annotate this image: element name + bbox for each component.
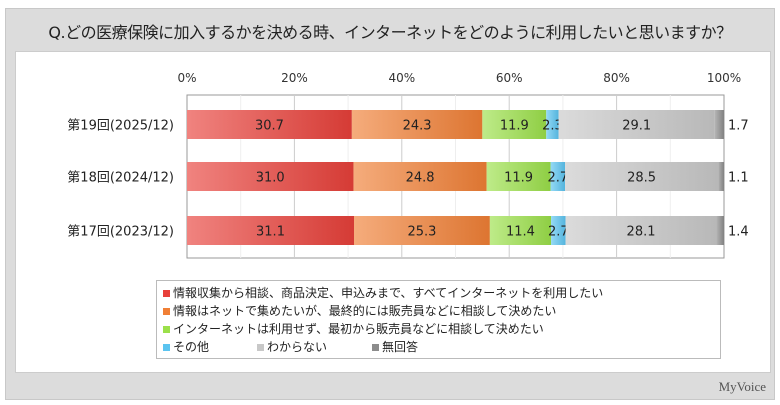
chart-plot: 0% 20% 40% 60% 80% 100% 第19回(2025/12) 30.7 24.3 1… bbox=[67, 71, 749, 259]
data-label: 2.3 bbox=[542, 119, 563, 134]
x-tick-label: 20% bbox=[281, 71, 308, 85]
legend-item: 無回答 bbox=[372, 338, 418, 355]
chart-panel: 0% 20% 40% 60% 80% 100% 第19回(2025/12) 30.7 24.3 1… bbox=[15, 51, 771, 373]
legend-label: インターネットは利用せず、最初から販売員などに相談して決めたい bbox=[173, 322, 544, 336]
bar-segment bbox=[714, 110, 724, 139]
bar-segment bbox=[546, 110, 559, 139]
bar-segment bbox=[354, 216, 490, 245]
data-label: 31.1 bbox=[256, 225, 285, 240]
data-label: 24.8 bbox=[406, 171, 435, 186]
legend-item: 情報収集から相談、商品決定、申込みまで、すべてインターネットを利用したい bbox=[163, 284, 603, 301]
bar-segment bbox=[482, 110, 547, 139]
data-label: 1.1 bbox=[728, 171, 749, 186]
data-label: 29.1 bbox=[622, 119, 651, 134]
legend-item: わからない bbox=[257, 338, 327, 355]
bar-segment bbox=[353, 162, 487, 191]
bar-segment bbox=[551, 216, 566, 245]
bar-segment bbox=[187, 110, 352, 139]
data-label: 1.7 bbox=[728, 119, 749, 134]
bar-segment bbox=[486, 162, 551, 191]
bar-segment bbox=[558, 110, 715, 139]
bar-segment bbox=[565, 216, 717, 245]
bar-segment bbox=[187, 216, 355, 245]
bar-segment bbox=[565, 162, 719, 191]
bar-segment bbox=[718, 162, 724, 191]
data-label: 31.0 bbox=[256, 171, 285, 186]
data-label: 11.9 bbox=[504, 171, 533, 186]
x-tick-label: 60% bbox=[496, 71, 523, 85]
x-tick-label: 0% bbox=[177, 71, 196, 85]
legend-swatch bbox=[163, 290, 170, 297]
legend-swatch bbox=[163, 344, 170, 351]
legend: 情報収集から相談、商品決定、申込みまで、すべてインターネットを利用したい 情報はネ… bbox=[156, 280, 721, 359]
brand-logo: MyVoice bbox=[718, 379, 766, 394]
data-label: 28.1 bbox=[627, 225, 656, 240]
data-label: 2.7 bbox=[548, 225, 569, 240]
legend-swatch bbox=[163, 326, 170, 333]
legend-swatch bbox=[257, 344, 264, 351]
x-tick-label: 100% bbox=[707, 71, 741, 85]
category-label: 第18回(2024/12) bbox=[67, 171, 174, 186]
legend-label: その他 bbox=[173, 340, 210, 354]
legend-item: その他 bbox=[163, 338, 209, 355]
data-label: 11.9 bbox=[500, 119, 529, 134]
legend-label: わからない bbox=[267, 340, 328, 354]
data-label: 11.4 bbox=[506, 225, 535, 240]
legend-item: 情報はネットで集めたいが、最終的には販売員などに相談して決めたい bbox=[163, 302, 556, 319]
category-label: 第17回(2023/12) bbox=[67, 225, 174, 240]
bar-segment bbox=[550, 162, 566, 191]
chart-title: Q.どの医療保険に加入するかを決める時、インターネットをどのように利用したいと思… bbox=[48, 23, 732, 42]
data-label: 24.3 bbox=[403, 119, 432, 134]
bar-segment bbox=[187, 162, 354, 191]
category-label: 第19回(2025/12) bbox=[67, 119, 174, 134]
data-label: 2.7 bbox=[547, 171, 568, 186]
legend-label: 情報収集から相談、商品決定、申込みまで、すべてインターネットを利用したい bbox=[173, 286, 604, 300]
x-tick-label: 40% bbox=[388, 71, 415, 85]
data-label: 30.7 bbox=[255, 119, 284, 134]
legend-label: 無回答 bbox=[382, 340, 419, 354]
legend-swatch bbox=[163, 308, 170, 315]
chart-frame: Q.どの医療保険に加入するかを決める時、インターネットをどのように利用したいと思… bbox=[5, 8, 775, 400]
bar-segment bbox=[489, 216, 552, 245]
bar-segment bbox=[351, 110, 483, 139]
bar-segment bbox=[716, 216, 724, 245]
data-label: 28.5 bbox=[627, 171, 656, 186]
data-label: 25.3 bbox=[407, 225, 436, 240]
legend-swatch bbox=[372, 344, 379, 351]
x-tick-label: 80% bbox=[603, 71, 630, 85]
legend-item: インターネットは利用せず、最初から販売員などに相談して決めたい bbox=[163, 320, 544, 337]
data-label: 1.4 bbox=[728, 225, 749, 240]
legend-label: 情報はネットで集めたいが、最終的には販売員などに相談して決めたい bbox=[173, 304, 557, 318]
